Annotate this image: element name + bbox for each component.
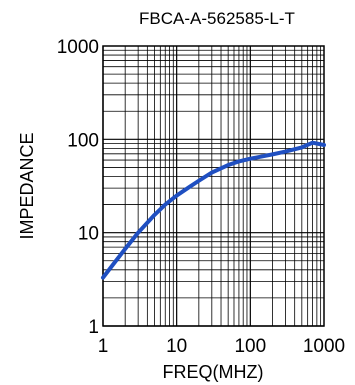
series-layer — [101, 140, 326, 280]
x-tick-labels: 1 10 100 1000 — [98, 336, 345, 357]
x-tick-label: 1 — [98, 336, 109, 357]
plot-frame — [102, 45, 325, 327]
x-tick-label: 100 — [234, 336, 266, 357]
y-tick-label: 10 — [78, 224, 99, 245]
impedance-series-line — [101, 140, 326, 280]
x-tick-label: 10 — [166, 336, 187, 357]
grid-lines — [102, 46, 324, 327]
chart-title: FBCA-A-562585-L-T — [139, 9, 295, 28]
x-tick-label: 1000 — [303, 336, 345, 357]
y-tick-label: 1000 — [57, 37, 99, 58]
y-tick-label: 1 — [88, 317, 99, 338]
y-tick-labels: 1 10 100 1000 — [57, 37, 99, 338]
y-axis-label: IMPEDANCE — [17, 132, 37, 239]
x-axis-label: FREQ(MHZ) — [163, 362, 264, 382]
y-tick-label: 100 — [67, 130, 99, 151]
